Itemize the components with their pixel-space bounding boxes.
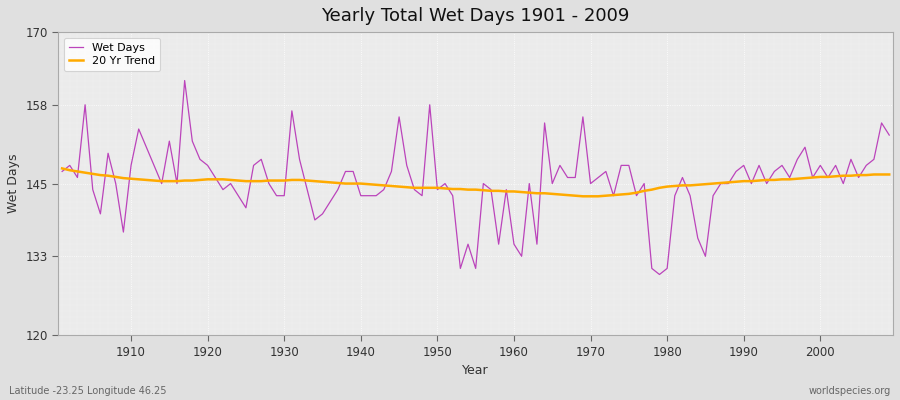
20 Yr Trend: [118, 176, 129, 180]
Y-axis label: Wet Days: Wet Days: [7, 154, 20, 213]
Wet Days: [118, 230, 129, 234]
Wet Days: [517, 254, 527, 259]
Wet Days: [654, 272, 665, 277]
Line: Wet Days: Wet Days: [62, 80, 889, 274]
Wet Days: [57, 169, 68, 174]
20 Yr Trend: [332, 180, 343, 185]
Wet Days: [294, 157, 305, 162]
20 Yr Trend: [884, 172, 895, 177]
X-axis label: Year: Year: [463, 364, 489, 377]
Wet Days: [340, 169, 351, 174]
20 Yr Trend: [501, 189, 512, 194]
20 Yr Trend: [57, 166, 68, 171]
Wet Days: [179, 78, 190, 83]
Wet Days: [508, 242, 519, 246]
20 Yr Trend: [286, 178, 297, 182]
Wet Days: [608, 193, 619, 198]
Line: 20 Yr Trend: 20 Yr Trend: [62, 168, 889, 196]
Text: Latitude -23.25 Longitude 46.25: Latitude -23.25 Longitude 46.25: [9, 386, 166, 396]
20 Yr Trend: [508, 189, 519, 194]
Text: worldspecies.org: worldspecies.org: [809, 386, 891, 396]
Title: Yearly Total Wet Days 1901 - 2009: Yearly Total Wet Days 1901 - 2009: [321, 7, 630, 25]
Wet Days: [884, 133, 895, 138]
20 Yr Trend: [578, 194, 589, 199]
20 Yr Trend: [608, 193, 619, 198]
Legend: Wet Days, 20 Yr Trend: Wet Days, 20 Yr Trend: [64, 38, 160, 71]
